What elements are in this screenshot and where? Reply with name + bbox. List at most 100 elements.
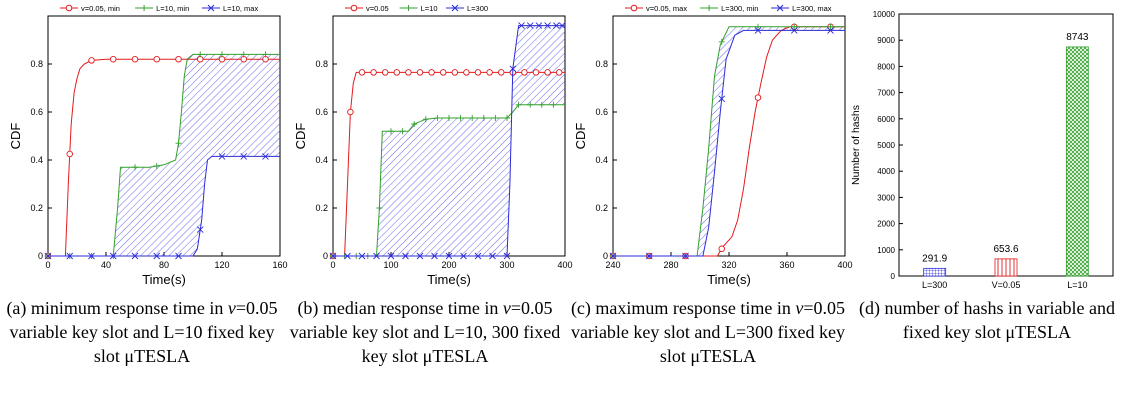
y-axis-label: CDF xyxy=(573,123,588,150)
point-v-0-05 xyxy=(381,69,389,76)
bar-value-label: 291.9 xyxy=(922,253,947,264)
legend-label-l-300-min: L=300, min xyxy=(721,4,758,13)
series-line-v-0-05-min xyxy=(48,58,280,257)
chart-panel-c: 0 0.2 0.4 0.6 0.8 240 280 320 360 400 Time(s) CDF v=… xyxy=(565,0,853,292)
y-tick-label: 0.4 xyxy=(315,155,328,165)
series-line-l-10 xyxy=(333,104,565,257)
point-l-10 xyxy=(446,115,452,121)
point-l-10-max xyxy=(240,153,248,160)
y-tick-label: 5000 xyxy=(877,141,895,150)
point-v-0-05 xyxy=(416,69,424,76)
caption-a-rest: =0.05 variable key slot and L=10 fixed k… xyxy=(9,298,278,366)
legend-marker-l-300-max xyxy=(776,4,784,12)
chart-panel-d: 0 1000 2000 3000 4000 5000 6000 7000 8000 9000 100… xyxy=(845,0,1127,292)
point-l-10-max xyxy=(196,226,204,233)
legend: v=0.05, min L=10, min L=10, max xyxy=(60,4,258,13)
point-l-300 xyxy=(416,252,424,260)
point-l-10 xyxy=(492,115,499,121)
point-l-300-max xyxy=(827,27,834,34)
point-l-300-min xyxy=(791,23,798,30)
caption-b: (b) median response time in v=0.05 varia… xyxy=(285,296,565,368)
legend-label-l-10-max: L=10, max xyxy=(223,4,258,13)
point-v-0-05 xyxy=(521,69,528,76)
point-l-10 xyxy=(422,116,429,123)
caption-b-pre: (b) median response time in xyxy=(297,298,503,318)
point-v-0-05-min xyxy=(153,55,160,63)
x-tick-label: 300 xyxy=(499,260,514,270)
x-tick-label: 400 xyxy=(837,260,852,270)
legend: v=0.05 L=10 L=300 xyxy=(345,4,488,13)
chart-panel-a: 0 0.2 0.4 0.6 0.8 0 40 80 120 160 Time(s) CDF v=0.05… xyxy=(0,0,288,292)
caption-c: (c) maximum response time in v=0.05 vari… xyxy=(568,296,848,368)
legend-label-l-10-min: L=10, min xyxy=(156,4,189,13)
point-l-10-max xyxy=(109,252,117,260)
x-tick-label: 160 xyxy=(272,260,287,270)
point-l-10-max xyxy=(44,252,52,260)
legend-label-v-0-05: v=0.05 xyxy=(366,4,389,13)
point-l-10 xyxy=(550,101,557,108)
range-band xyxy=(333,25,565,256)
point-l-300 xyxy=(431,252,438,260)
y-tick-label: 1000 xyxy=(877,246,895,255)
y-tick-label: 9000 xyxy=(877,36,895,45)
point-l-300 xyxy=(474,252,482,260)
point-l-300-max xyxy=(718,95,726,103)
x-category-label: L=10 xyxy=(1067,280,1087,290)
y-tick-label: 0.8 xyxy=(30,59,43,69)
point-l-10 xyxy=(480,115,487,121)
legend-label-v-0-05-min: v=0.05, min xyxy=(81,4,120,13)
point-l-300 xyxy=(402,252,409,260)
legend-marker-l-10 xyxy=(405,5,412,11)
point-l-300 xyxy=(535,22,543,29)
caption-a-var: v xyxy=(227,298,236,318)
point-l-300 xyxy=(503,252,511,260)
point-l-10 xyxy=(504,115,510,121)
point-l-300-min xyxy=(755,23,761,30)
y-tick-label: 7000 xyxy=(877,89,895,98)
point-l-300 xyxy=(526,22,534,29)
legend-marker-l-10-max xyxy=(207,4,215,12)
caption-b-rest: =0.05 variable key slot and L=10, 300 fi… xyxy=(289,298,561,366)
point-v-0-05 xyxy=(474,69,482,76)
caption-c-rest: =0.05 variable key slot and L=300 fixed … xyxy=(570,298,846,366)
point-l-300-max xyxy=(754,27,762,34)
point-v-0-05 xyxy=(451,69,459,76)
point-v-0-05 xyxy=(463,69,470,76)
point-l-300 xyxy=(518,22,525,29)
chart-panel-b: 0 0.2 0.4 0.6 0.8 0 100 200 300 400 Time(s) CDF v=0.… xyxy=(285,0,573,292)
y-tick-label: 0 xyxy=(323,251,328,261)
point-l-300-max xyxy=(790,27,798,34)
point-l-10-min xyxy=(175,140,182,147)
chart-a: 0 0.2 0.4 0.6 0.8 0 40 80 120 160 Time(s) CDF v=0.05… xyxy=(8,4,288,287)
y-tick-label: 0.6 xyxy=(315,107,328,117)
caption-c-pre: (c) maximum response time in xyxy=(570,298,796,318)
x-tick-label: 80 xyxy=(159,260,169,270)
y-tick-label: 0.8 xyxy=(315,59,328,69)
range-band xyxy=(48,54,280,257)
point-l-10 xyxy=(399,128,406,135)
x-tick-label: 200 xyxy=(441,260,456,270)
point-l-10-min xyxy=(219,51,225,58)
bar-v-0-05 xyxy=(994,258,1018,277)
x-tick-label: 360 xyxy=(779,260,794,270)
point-v-0-05 xyxy=(544,69,551,76)
point-v-0-05 xyxy=(555,69,563,76)
x-tick-label: 240 xyxy=(605,260,620,270)
point-l-300-min xyxy=(718,38,725,45)
point-l-10-min xyxy=(153,163,160,169)
legend: v=0.05, max L=300, min L=300, max xyxy=(625,4,832,13)
x-tick-label: 120 xyxy=(214,260,229,270)
point-l-300 xyxy=(460,252,467,260)
point-v-0-05-min xyxy=(131,55,139,63)
point-l-10 xyxy=(527,101,534,108)
point-l-10-min xyxy=(197,51,204,58)
series-line-l-10-max xyxy=(48,155,280,257)
point-l-300-min xyxy=(827,23,834,30)
caption-c-var: v xyxy=(795,298,804,318)
x-tick-label: 320 xyxy=(721,260,736,270)
bar-l-300 xyxy=(923,267,947,277)
y-tick-label: 0.4 xyxy=(30,155,43,165)
point-v-0-05-max xyxy=(718,245,725,253)
point-v-0-05 xyxy=(439,69,447,76)
y-tick-label: 0.6 xyxy=(595,107,608,117)
